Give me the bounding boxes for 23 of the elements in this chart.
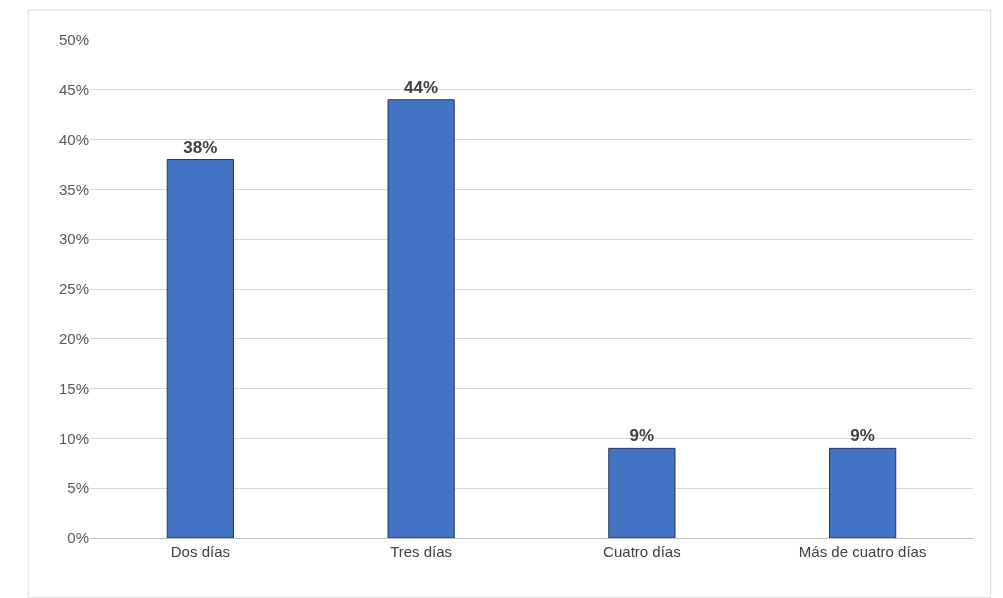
x-tick-label: Cuatro días (603, 543, 681, 560)
y-tick-label: 0% (67, 529, 89, 547)
data-label: 38% (183, 137, 218, 157)
bar (829, 447, 897, 538)
data-label: 9% (850, 426, 875, 446)
y-tick-label: 30% (58, 230, 89, 248)
bar (608, 447, 676, 538)
x-tick-label: Más de cuatro días (798, 543, 927, 560)
y-tick-label: 10% (58, 429, 89, 447)
x-tick-label: Tres días (390, 543, 453, 560)
data-label: 9% (629, 426, 655, 446)
y-tick-label: 15% (58, 379, 89, 397)
y-tick-label: 45% (58, 81, 89, 99)
y-tick-label: 25% (58, 280, 89, 298)
y-tick-label: 20% (58, 330, 89, 348)
bar (166, 159, 234, 538)
x-tick-label: Dos días (170, 543, 230, 560)
y-tick-label: 35% (58, 180, 89, 198)
y-tick-label: 40% (58, 130, 89, 148)
y-tick-label: 5% (67, 479, 89, 497)
bar (387, 99, 455, 538)
y-tick-label: 50% (58, 31, 89, 49)
data-label: 44% (404, 77, 439, 97)
